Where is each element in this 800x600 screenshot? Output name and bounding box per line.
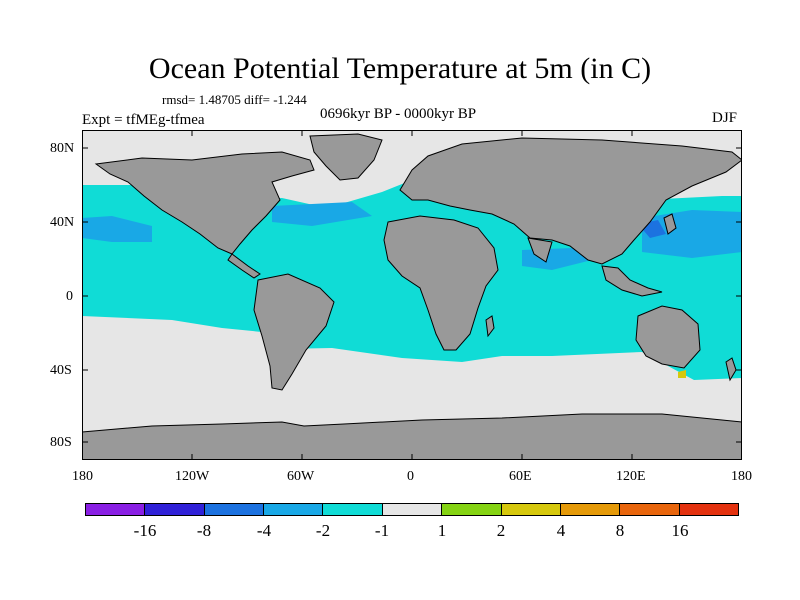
- colorbar-label: -16: [133, 521, 157, 540]
- experiment-label: Expt = tfMEg-tfmea: [82, 112, 205, 128]
- land-japan: [663, 213, 677, 235]
- lon-label-180w: 180: [72, 469, 93, 484]
- land-india: [527, 237, 553, 263]
- temperature-map: [82, 130, 742, 460]
- colorbar-label: -4: [256, 521, 272, 540]
- chart-title: Ocean Potential Temperature at 5m (in C): [148, 52, 652, 85]
- colorbar-swatch: [204, 504, 265, 515]
- colorbar-label: -8: [196, 521, 212, 540]
- lat-label-80s: 80S: [50, 435, 72, 450]
- land-greenland: [309, 133, 383, 181]
- land-central-america: [227, 253, 261, 279]
- lat-label-40n: 40N: [50, 215, 75, 230]
- lon-label-120e: 120E: [616, 469, 646, 484]
- land-indonesia: [601, 265, 663, 297]
- period-label: 0696kyr BP - 0000kyr BP: [320, 106, 477, 122]
- lat-label-40s: 40S: [50, 363, 72, 378]
- colorbar-swatch: [501, 504, 561, 515]
- anomaly-region-neutral: [82, 316, 296, 366]
- colorbar-swatch: [679, 504, 738, 515]
- lon-label-120w: 120W: [175, 469, 210, 484]
- land-africa: [383, 215, 499, 351]
- colorbar-swatch: [323, 504, 383, 515]
- colorbar: [85, 503, 739, 516]
- lon-label-60w: 60W: [287, 469, 315, 484]
- colorbar-swatch: [442, 504, 502, 515]
- colorbar-swatch: [145, 504, 205, 515]
- colorbar-label: 4: [556, 521, 566, 540]
- anomaly-region-cool2: [82, 216, 152, 242]
- lon-label-60e: 60E: [509, 469, 532, 484]
- land-north-america: [94, 151, 315, 255]
- colorbar-label: 8: [615, 521, 625, 540]
- land-antarctica: [82, 413, 742, 460]
- colorbar-label: -2: [315, 521, 331, 540]
- colorbar-label: 1: [437, 521, 447, 540]
- colorbar-label: 16: [671, 521, 689, 540]
- stats-text: rmsd= 1.48705 diff= -1.244: [162, 92, 307, 107]
- colorbar-label: -1: [374, 521, 390, 540]
- lon-label-0: 0: [407, 469, 414, 484]
- lat-label-80n: 80N: [50, 141, 75, 156]
- land-madagascar: [485, 315, 495, 338]
- colorbar-swatch: [86, 504, 146, 515]
- colorbar-label: 2: [496, 521, 506, 540]
- land-masses: [82, 133, 742, 460]
- anomaly-region-cool2: [272, 202, 372, 226]
- land-australia: [635, 305, 701, 369]
- land-eurasia: [399, 137, 742, 265]
- lon-label-180e: 180: [731, 469, 752, 484]
- anomaly-region-warm: [678, 370, 686, 378]
- colorbar-swatch: [264, 504, 324, 515]
- season-label: DJF: [712, 110, 738, 126]
- lat-label-0: 0: [66, 289, 73, 304]
- axis-ticks: [82, 130, 742, 460]
- land-south-america: [253, 273, 335, 391]
- colorbar-swatch: [382, 504, 443, 515]
- colorbar-swatch: [620, 504, 680, 515]
- colorbar-swatch: [560, 504, 621, 515]
